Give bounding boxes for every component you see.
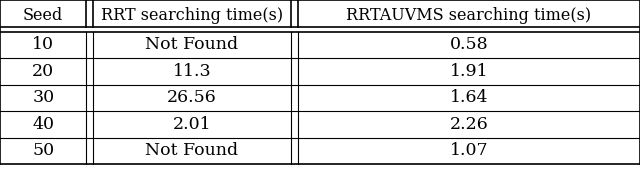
Text: Not Found: Not Found	[145, 36, 239, 53]
Text: RRTAUVMS searching time(s): RRTAUVMS searching time(s)	[346, 7, 591, 24]
Text: Seed: Seed	[23, 7, 63, 24]
Text: 2.01: 2.01	[173, 116, 211, 133]
Text: 1.07: 1.07	[449, 142, 488, 159]
Text: 10: 10	[32, 36, 54, 53]
Text: Not Found: Not Found	[145, 142, 239, 159]
Text: 1.91: 1.91	[449, 63, 488, 80]
Text: 50: 50	[32, 142, 54, 159]
Text: 20: 20	[32, 63, 54, 80]
Text: 0.58: 0.58	[449, 36, 488, 53]
Text: 26.56: 26.56	[167, 89, 217, 106]
Text: 40: 40	[32, 116, 54, 133]
Text: RRT searching time(s): RRT searching time(s)	[101, 7, 283, 24]
Text: 30: 30	[32, 89, 54, 106]
Text: 11.3: 11.3	[173, 63, 211, 80]
Text: 1.64: 1.64	[449, 89, 488, 106]
Text: 2.26: 2.26	[449, 116, 488, 133]
